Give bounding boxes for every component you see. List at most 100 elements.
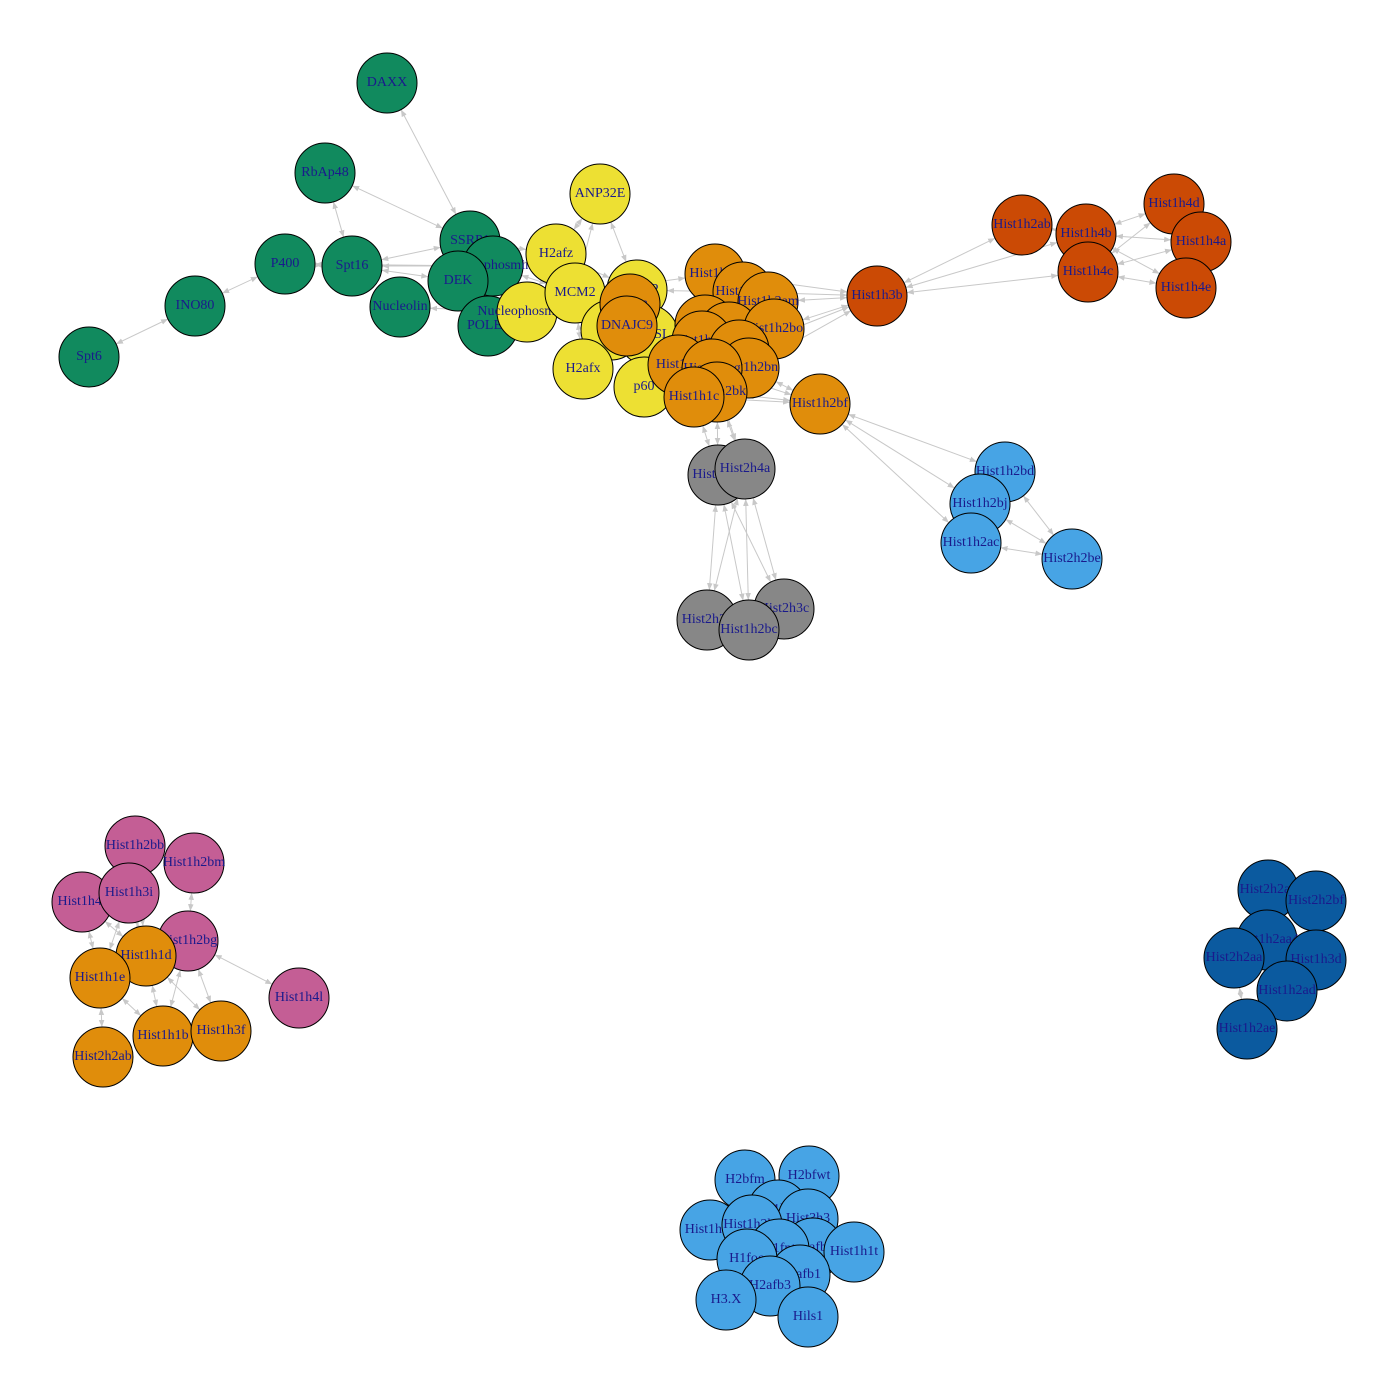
node-circle: [72, 1026, 134, 1088]
node-label: RbAp48: [301, 165, 348, 180]
node-label: Hist1h4l: [275, 990, 323, 1005]
node-h1h4a[interactable]: Hist1h4a: [1170, 211, 1232, 273]
node-circle: [1256, 960, 1318, 1022]
edge-h1h3i-h1h1d: [133, 919, 142, 930]
edge-h1h4b-h1h4e: [1112, 247, 1160, 275]
node-nucleolin[interactable]: Nucleolin: [369, 276, 431, 338]
node-h1h2bf[interactable]: Hist1h2bf: [789, 373, 851, 435]
node-h2h2bf[interactable]: Hist2h2bf: [1285, 870, 1347, 932]
node-h1h4c[interactable]: Hist1h4c: [1057, 241, 1119, 303]
edge-h1h2bf-h1h2bd: [848, 413, 977, 463]
node-circle: [714, 438, 776, 500]
node-h1h3f[interactable]: Hist1h3f: [190, 1000, 252, 1062]
node-label: Nucleolin: [372, 299, 427, 314]
node-p400[interactable]: P400: [254, 233, 316, 295]
node-daxx[interactable]: DAXX: [356, 52, 418, 114]
edge-h1h2bj-h2h2be: [1005, 518, 1047, 545]
node-label: H2bfwt: [788, 1168, 831, 1183]
edge-h1h1c-h2h4b: [702, 425, 710, 447]
node-h1h2ac[interactable]: Hist1h2ac: [940, 512, 1002, 574]
node-label: INO80: [176, 298, 215, 313]
node-h1h2ad[interactable]: Hist1h2ad: [1256, 960, 1318, 1022]
node-circle: [1041, 528, 1103, 590]
node-label: H2afb3: [749, 1278, 791, 1293]
edge-h1h4f-h1h1e: [87, 931, 95, 949]
node-label: Hils1: [793, 1309, 823, 1324]
node-spt6[interactable]: Spt6: [58, 326, 120, 388]
node-circle: [940, 512, 1002, 574]
node-label: ANP32E: [575, 186, 626, 201]
node-label: Hist1h3b: [851, 288, 902, 303]
node-circle: [190, 1000, 252, 1062]
node-hils1[interactable]: Hils1: [777, 1286, 839, 1348]
node-circle: [254, 233, 316, 295]
node-h2h4a[interactable]: Hist2h4a: [714, 438, 776, 500]
node-h1h1d[interactable]: Hist1h1d: [115, 925, 177, 987]
node-h1h4e[interactable]: Hist1h4e: [1155, 257, 1217, 319]
edge-h2afx-mcm2: [576, 322, 582, 340]
node-label: Hist1h1t: [830, 1244, 878, 1259]
node-h1h4l[interactable]: Hist1h4l: [268, 967, 330, 1029]
node-h1h1t[interactable]: Hist1h1t: [823, 1221, 885, 1283]
node-label: Spt16: [336, 258, 369, 273]
node-label: Hist2h2be: [1043, 551, 1101, 566]
node-dnajc9[interactable]: DNAJC9: [596, 295, 658, 357]
node-ino80[interactable]: INO80: [164, 275, 226, 337]
node-circle: [1203, 927, 1265, 989]
node-label: Hist1h1c: [669, 389, 720, 404]
edge-anp32e-hjurp: [610, 221, 627, 263]
node-circle: [369, 276, 431, 338]
node-h2h2ab[interactable]: Hist2h2ab: [72, 1026, 134, 1088]
node-label: Hist1h3i: [105, 885, 153, 900]
node-h2afx[interactable]: H2afx: [552, 338, 614, 400]
node-h1h1b[interactable]: Hist1h1b: [132, 1005, 194, 1067]
edge-h1h2am-h1h3b: [797, 295, 848, 303]
node-label: H2bfm: [725, 1172, 765, 1187]
node-circle: [294, 142, 356, 204]
node-circle: [1216, 998, 1278, 1060]
edge-h1h2bn-h1h2bf: [775, 381, 794, 391]
node-h1h1e[interactable]: Hist1h1e: [69, 947, 131, 1009]
edge-h1h4c-h1h4a: [1116, 248, 1173, 266]
edge-h1h2bk-h2h4a: [726, 420, 736, 441]
node-anp32e[interactable]: ANP32E: [569, 163, 631, 225]
node-circle: [663, 366, 725, 428]
node-spt16[interactable]: Spt16: [321, 235, 383, 297]
node-circle: [846, 265, 908, 327]
edge-h1h4b-h1h4d: [1114, 213, 1146, 225]
edge-h1h2bf-h1h2ac: [841, 423, 950, 524]
edge-h1h1d-h1h1b: [150, 985, 159, 1007]
node-circle: [552, 338, 614, 400]
edge-h1h3b-h1h4c: [906, 273, 1059, 295]
edge-daxx-ssrp1: [400, 109, 457, 215]
node-h1h2bm[interactable]: Hist1h2bm: [163, 832, 225, 894]
node-h1h3b[interactable]: Hist1h3b: [846, 265, 908, 327]
node-h1h2bc[interactable]: Hist1h2bc: [718, 599, 780, 661]
edge-h1h1e-h1h1b: [121, 997, 142, 1017]
node-h1h2ab[interactable]: Hist1h2ab: [991, 194, 1053, 256]
node-h2h2aa[interactable]: Hist2h2aa: [1203, 927, 1265, 989]
node-label: H3.X: [711, 1292, 742, 1307]
node-label: DAXX: [367, 75, 407, 90]
node-h1h3i[interactable]: Hist1h3i: [98, 862, 160, 924]
node-h2h2ac[interactable]: Hist2h2ac: [1237, 859, 1299, 921]
edge-h1h1d-h1h3f: [166, 976, 201, 1011]
node-dek[interactable]: DEK: [427, 250, 489, 312]
node-label: DEK: [444, 273, 473, 288]
node-circle: [98, 862, 160, 924]
node-h1h2ae[interactable]: Hist1h2ae: [1216, 998, 1278, 1060]
node-label: Hist1h1b: [137, 1028, 188, 1043]
node-rbap48[interactable]: RbAp48: [294, 142, 356, 204]
node-h1h1c[interactable]: Hist1h1c: [663, 366, 725, 428]
node-label: Hist1h4b: [1060, 226, 1111, 241]
node-circle: [695, 1269, 757, 1331]
node-label: Hist1h4d: [1148, 196, 1199, 211]
node-circle: [718, 599, 780, 661]
node-h1h2bb[interactable]: Hist1h2bb: [104, 815, 166, 877]
node-h3x[interactable]: H3.X: [695, 1269, 757, 1331]
node-label: H2afz: [539, 246, 573, 261]
node-h2h2be[interactable]: Hist2h2be: [1041, 528, 1103, 590]
node-label: Hist1h2ad: [1258, 983, 1316, 998]
edge-h1h4b-h1h4a: [1115, 233, 1172, 243]
edge-h1h2ab-h1h4b: [1048, 226, 1060, 233]
